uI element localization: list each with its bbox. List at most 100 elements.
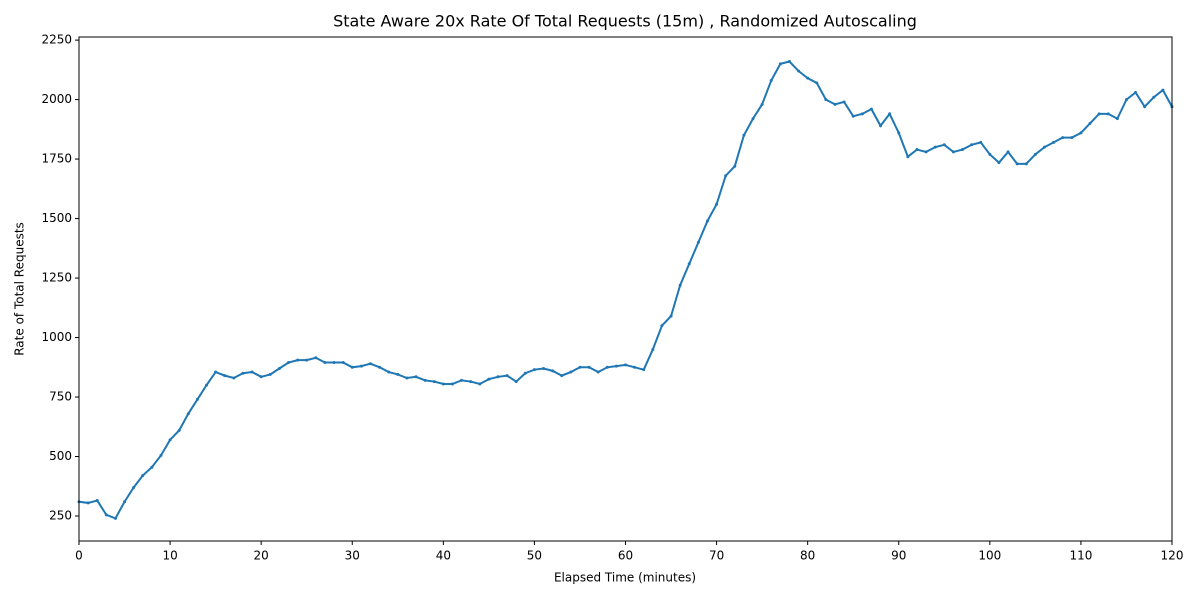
point xyxy=(1097,112,1101,116)
point xyxy=(1024,162,1028,166)
point xyxy=(669,314,673,318)
point xyxy=(1052,140,1056,144)
point xyxy=(1152,95,1156,99)
point xyxy=(596,370,600,374)
point xyxy=(1033,152,1037,156)
point xyxy=(95,499,99,503)
point xyxy=(423,378,427,382)
y-tick-label: 2250 xyxy=(41,33,72,47)
point xyxy=(942,143,946,147)
point xyxy=(132,485,136,489)
point xyxy=(842,100,846,104)
point xyxy=(815,81,819,85)
point xyxy=(123,500,127,504)
point xyxy=(460,378,464,382)
point xyxy=(396,372,400,376)
y-tick-label: 500 xyxy=(49,449,72,463)
point xyxy=(150,465,154,469)
point xyxy=(542,366,546,370)
point xyxy=(441,382,445,386)
point xyxy=(159,453,163,457)
point xyxy=(469,380,473,384)
point xyxy=(897,131,901,135)
x-tick-label: 60 xyxy=(618,549,633,563)
point xyxy=(605,365,609,369)
point xyxy=(906,155,910,159)
point xyxy=(733,164,737,168)
point xyxy=(833,102,837,106)
point xyxy=(523,371,527,375)
point xyxy=(350,365,354,369)
point xyxy=(787,60,791,64)
point xyxy=(141,474,145,478)
point xyxy=(587,365,591,369)
point xyxy=(250,370,254,374)
point xyxy=(860,112,864,116)
point xyxy=(305,358,309,362)
point xyxy=(104,513,108,517)
point xyxy=(496,375,500,379)
point xyxy=(368,362,372,366)
y-tick-label: 1250 xyxy=(41,271,72,285)
point xyxy=(505,374,509,378)
point xyxy=(660,324,664,328)
point xyxy=(1134,90,1138,94)
point xyxy=(1106,112,1110,116)
point xyxy=(997,161,1001,165)
y-tick-label: 1500 xyxy=(41,211,72,225)
point xyxy=(933,145,937,149)
point xyxy=(970,143,974,147)
point xyxy=(951,150,955,154)
point xyxy=(214,370,218,374)
point xyxy=(1161,88,1165,92)
x-tick-label: 120 xyxy=(1161,549,1184,563)
x-tick-label: 10 xyxy=(162,549,177,563)
point xyxy=(332,361,336,365)
point xyxy=(1061,136,1065,140)
point xyxy=(1015,162,1019,166)
point xyxy=(724,174,728,178)
point xyxy=(633,365,637,369)
point xyxy=(624,363,627,367)
point xyxy=(450,382,454,386)
point xyxy=(1042,145,1046,149)
point xyxy=(751,117,755,121)
point xyxy=(806,76,810,80)
series-line xyxy=(78,60,1173,520)
point xyxy=(696,240,700,244)
point xyxy=(478,382,482,386)
point xyxy=(514,380,518,384)
point xyxy=(314,356,318,360)
point xyxy=(113,516,117,520)
point xyxy=(177,428,181,432)
point xyxy=(778,62,782,66)
point xyxy=(387,370,391,374)
point xyxy=(687,262,691,266)
point xyxy=(869,107,873,111)
point xyxy=(341,361,345,365)
point xyxy=(879,124,883,128)
point xyxy=(286,361,290,365)
point xyxy=(569,370,573,374)
point xyxy=(277,366,281,370)
point xyxy=(961,148,965,152)
point xyxy=(1079,131,1083,135)
point xyxy=(705,219,709,223)
point xyxy=(168,438,172,442)
y-tick-label: 750 xyxy=(49,390,72,404)
point xyxy=(851,114,855,118)
point xyxy=(824,98,828,102)
point xyxy=(223,374,227,378)
y-tick-label: 1000 xyxy=(41,330,72,344)
point xyxy=(1088,121,1092,125)
x-tick-label: 110 xyxy=(1069,549,1092,563)
x-tick-label: 100 xyxy=(978,549,1001,563)
x-tick-label: 40 xyxy=(436,549,451,563)
point xyxy=(715,202,719,206)
point xyxy=(296,358,300,362)
point xyxy=(259,375,263,379)
point xyxy=(924,150,928,154)
point xyxy=(769,79,773,83)
point xyxy=(560,374,564,378)
